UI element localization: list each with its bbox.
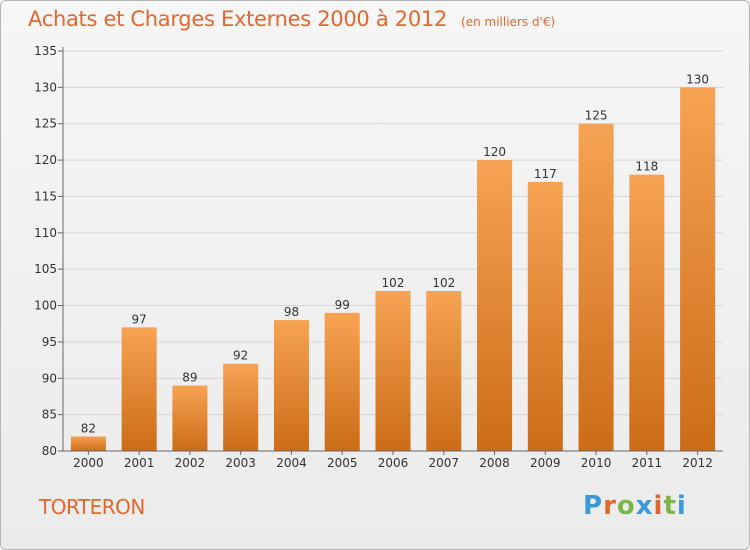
data-label: 130 bbox=[686, 72, 709, 86]
logo-letter: P bbox=[583, 491, 604, 521]
data-label: 97 bbox=[132, 312, 147, 326]
data-label: 102 bbox=[382, 276, 405, 290]
chart-unit: (en milliers d'€) bbox=[461, 15, 556, 29]
bars bbox=[70, 87, 716, 452]
x-tick-label: 2012 bbox=[682, 456, 713, 470]
data-label: 99 bbox=[335, 298, 350, 312]
bar bbox=[70, 436, 106, 451]
x-tick-label: 2000 bbox=[73, 456, 104, 470]
bar bbox=[172, 385, 208, 451]
labels: 80 85 90 95 100 105 110 115 120 125 130 135 82 2000 97… bbox=[34, 44, 713, 470]
y-tick-label: 100 bbox=[34, 299, 57, 313]
bar bbox=[273, 320, 309, 451]
data-label: 92 bbox=[233, 349, 248, 363]
y-tick-label: 90 bbox=[42, 371, 57, 385]
logo-letter: r bbox=[603, 491, 617, 521]
x-tick-label: 2003 bbox=[225, 456, 256, 470]
y-tick-label: 95 bbox=[42, 335, 57, 349]
x-tick-label: 2006 bbox=[378, 456, 409, 470]
bar bbox=[324, 312, 360, 451]
bar bbox=[629, 174, 665, 452]
y-tick-label: 110 bbox=[34, 226, 57, 240]
x-tick-label: 2010 bbox=[581, 456, 612, 470]
logo-letter: t bbox=[663, 491, 677, 521]
y-tick-label: 125 bbox=[34, 117, 57, 131]
x-tick-label: 2001 bbox=[124, 456, 155, 470]
data-label: 120 bbox=[483, 145, 506, 159]
proxiti-logo: Proxiti bbox=[583, 491, 687, 521]
y-tick-label: 105 bbox=[34, 262, 57, 276]
y-tick-label: 115 bbox=[34, 189, 57, 203]
x-tick-label: 2004 bbox=[276, 456, 307, 470]
y-tick-label: 85 bbox=[42, 408, 57, 422]
axes bbox=[58, 47, 723, 455]
logo-letter: o bbox=[616, 491, 636, 521]
data-label: 125 bbox=[585, 109, 608, 123]
bar bbox=[578, 123, 614, 452]
bar bbox=[121, 327, 157, 451]
bar bbox=[527, 181, 563, 451]
logo-letter: x bbox=[635, 491, 654, 521]
bar bbox=[375, 291, 411, 451]
y-tick-label: 130 bbox=[34, 80, 57, 94]
data-label: 98 bbox=[284, 305, 299, 319]
data-label: 102 bbox=[432, 276, 455, 290]
x-tick-label: 2002 bbox=[175, 456, 206, 470]
x-tick-label: 2009 bbox=[530, 456, 561, 470]
bar bbox=[680, 87, 716, 451]
bar bbox=[223, 363, 259, 451]
x-tick-label: 2005 bbox=[327, 456, 358, 470]
data-label: 118 bbox=[635, 160, 658, 174]
data-label: 117 bbox=[534, 167, 557, 181]
y-tick-label: 135 bbox=[34, 44, 57, 58]
logo-letter: i bbox=[653, 491, 664, 521]
data-label: 82 bbox=[81, 421, 96, 435]
y-tick-label: 120 bbox=[34, 153, 57, 167]
chart-title-text: Achats et Charges Externes 2000 à 2012 bbox=[28, 7, 448, 31]
data-label: 89 bbox=[182, 371, 197, 385]
bar bbox=[477, 160, 513, 451]
logo-letter: i bbox=[676, 491, 687, 521]
x-tick-label: 2007 bbox=[428, 456, 459, 470]
commune-name: TORTERON bbox=[39, 495, 145, 519]
x-tick-label: 2011 bbox=[632, 456, 663, 470]
chart-title: Achats et Charges Externes 2000 à 2012 (e… bbox=[28, 7, 555, 31]
x-tick-label: 2008 bbox=[479, 456, 510, 470]
bar bbox=[426, 291, 462, 451]
y-tick-label: 80 bbox=[42, 444, 57, 458]
